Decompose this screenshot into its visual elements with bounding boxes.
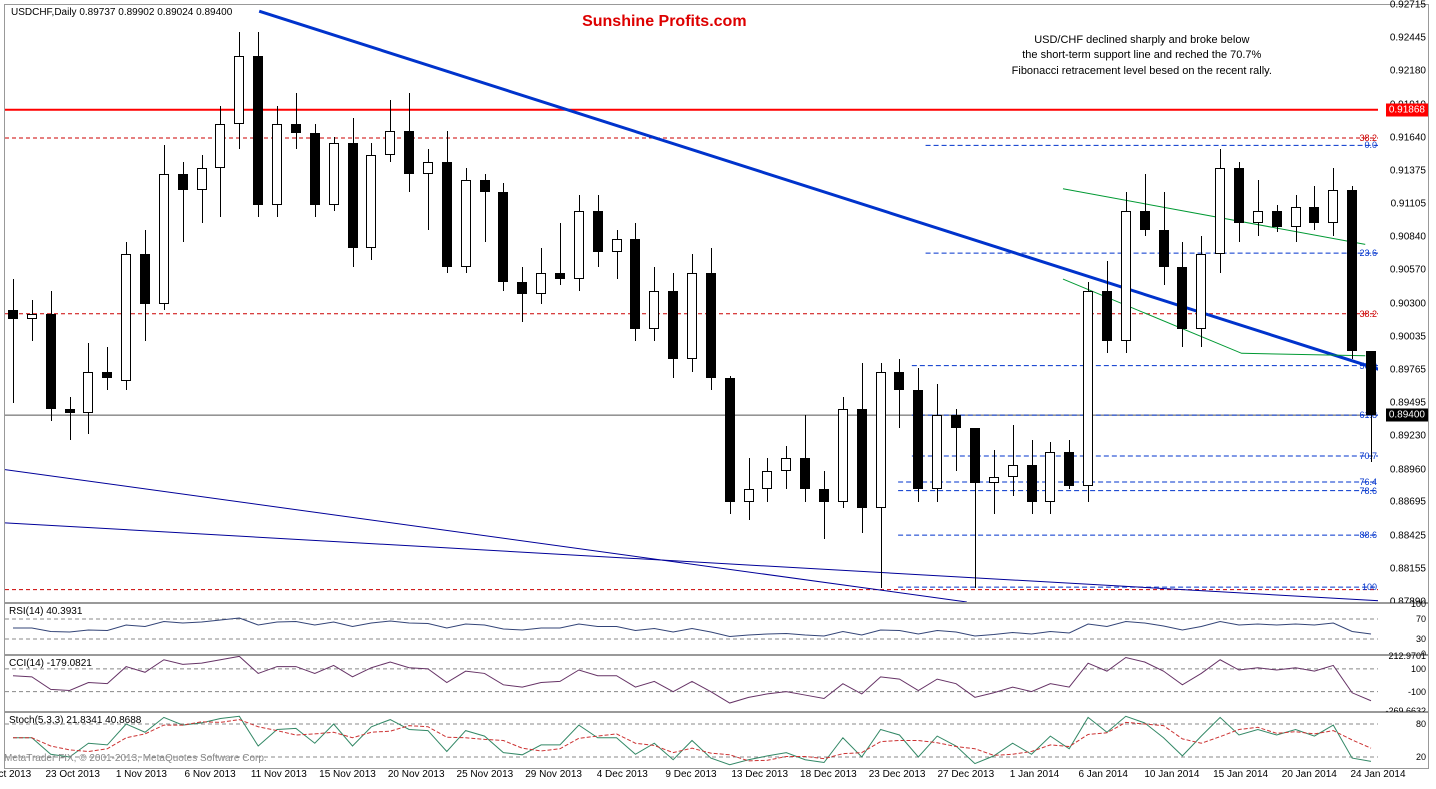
price-axis: 0.927150.924450.921800.919100.916400.913… — [1378, 4, 1429, 603]
cci-label: CCI(14) -179.0821 — [9, 658, 92, 669]
rsi-axis: 10070300 — [1378, 603, 1429, 655]
stoch-label: Stoch(5,3,3) 21.8341 40.8688 — [9, 715, 141, 726]
cci-panel[interactable]: CCI(14) -179.0821 — [4, 655, 1380, 712]
cci-axis: 212.9701100-100-269.6632 — [1378, 655, 1429, 712]
watermark: Sunshine Profits.com — [582, 13, 746, 31]
chart-annotation: USD/CHF declined sharply and broke below… — [967, 33, 1317, 79]
main-chart[interactable]: USDCHF,Daily 0.89737 0.89902 0.89024 0.8… — [4, 4, 1380, 603]
stoch-axis: 8020 — [1378, 712, 1429, 769]
rsi-overlay — [5, 604, 1379, 654]
rsi-panel[interactable]: RSI(14) 40.3931 — [4, 603, 1380, 655]
cci-overlay — [5, 656, 1379, 711]
chart-title: USDCHF,Daily 0.89737 0.89902 0.89024 0.8… — [11, 7, 232, 18]
footer-copyright: MetaTrader FIX, © 2001-2013, MetaQuotes … — [4, 753, 267, 764]
rsi-label: RSI(14) 40.3931 — [9, 606, 82, 617]
